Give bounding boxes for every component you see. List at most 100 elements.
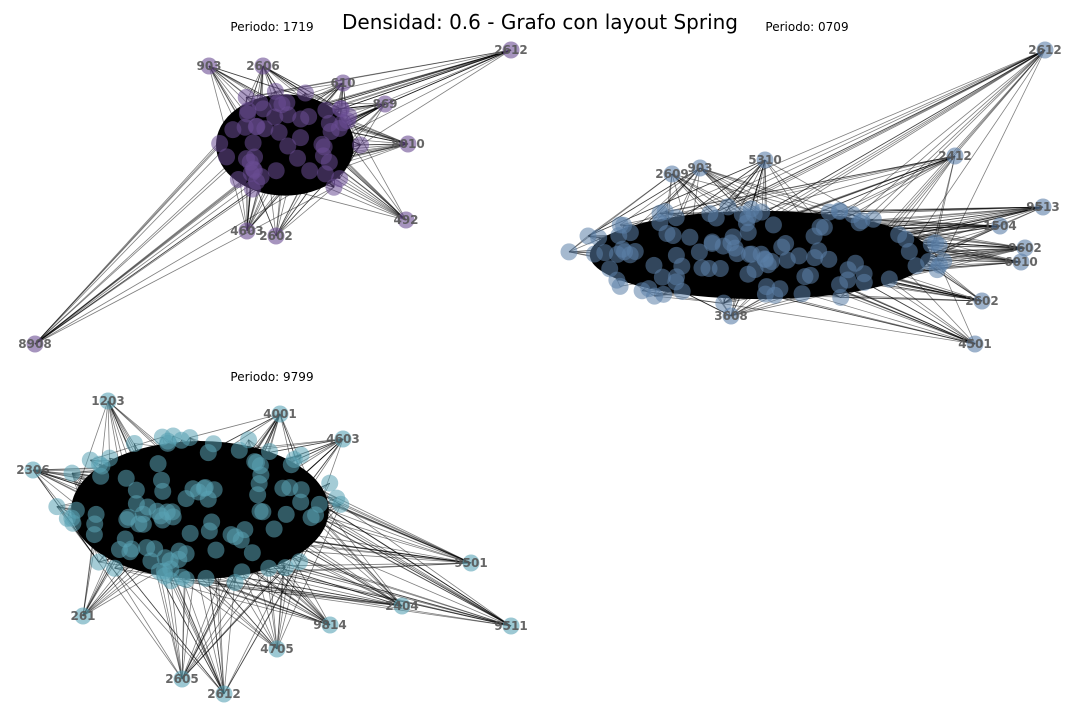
node: [399, 135, 417, 153]
node: [302, 509, 320, 527]
node: [279, 137, 297, 155]
node-label: 4603: [326, 432, 359, 446]
node: [110, 541, 128, 559]
node: [260, 559, 278, 577]
node: [927, 234, 945, 252]
node: [325, 178, 343, 196]
node: [801, 266, 819, 284]
node-label: 492: [393, 213, 418, 227]
node: [1036, 41, 1054, 59]
edge: [189, 413, 281, 438]
node: [1012, 253, 1030, 271]
edge: [82, 560, 152, 617]
edge: [161, 479, 243, 573]
panel-3: Periodo: 9799 1203 4001 4603 2306 9501 9511 47…: [16, 370, 528, 703]
node: [265, 520, 283, 538]
edge: [873, 49, 1046, 220]
node: [197, 569, 215, 587]
edge: [213, 443, 246, 530]
node: [815, 218, 833, 236]
edge: [259, 510, 403, 607]
node: [292, 129, 310, 147]
node-label: 9513: [1026, 200, 1059, 214]
edge: [34, 113, 248, 345]
node: [855, 265, 873, 283]
node: [24, 461, 42, 479]
node-label: 4501: [958, 337, 991, 351]
node: [928, 261, 946, 279]
edge: [162, 436, 512, 627]
node: [596, 244, 614, 262]
node: [26, 335, 44, 353]
node: [320, 153, 338, 171]
node: [900, 242, 918, 260]
node: [152, 471, 170, 489]
node: [334, 74, 352, 92]
edge: [189, 437, 257, 463]
edge: [839, 206, 1044, 211]
node-label: 8908: [18, 337, 51, 351]
node: [832, 288, 850, 306]
edge: [665, 155, 956, 212]
edge: [181, 439, 331, 626]
node: [853, 212, 871, 230]
node: [703, 234, 721, 252]
node: [296, 84, 314, 102]
node: [85, 526, 103, 544]
edge: [315, 514, 512, 627]
node: [267, 227, 285, 245]
node: [966, 335, 984, 353]
edge: [764, 159, 825, 228]
node: [831, 203, 849, 221]
node: [907, 257, 925, 275]
node: [397, 211, 415, 229]
edge: [181, 577, 225, 695]
node: [229, 171, 247, 189]
node: [200, 57, 218, 75]
node: [238, 105, 256, 123]
node: [173, 670, 191, 688]
node: [673, 282, 691, 300]
node-label: 2306: [16, 463, 49, 477]
node-label: 6010: [1004, 255, 1037, 269]
node: [737, 214, 755, 232]
node-label: 2612: [494, 43, 527, 57]
edge: [630, 167, 701, 233]
edge: [568, 49, 1046, 253]
edge: [618, 211, 840, 237]
node-label: 8010: [391, 137, 424, 151]
edge: [56, 506, 225, 695]
node: [238, 222, 256, 240]
node: [204, 435, 222, 453]
node: [181, 429, 199, 447]
node: [205, 481, 223, 499]
node: [502, 41, 520, 59]
node: [254, 57, 272, 75]
node: [276, 559, 294, 577]
node-label: 2602: [259, 229, 292, 243]
edge: [275, 186, 335, 237]
edge: [114, 567, 331, 626]
edge: [730, 49, 1046, 244]
edge: [98, 561, 403, 607]
node: [90, 553, 108, 571]
edge: [189, 437, 225, 695]
node: [200, 522, 218, 540]
node-labels: 1203 4001 4603 2306 9501 9511 4705 2605 2612 2404…: [16, 394, 527, 701]
figure-title: Densidad: 0.6 - Grafo con layout Spring: [342, 10, 738, 34]
node: [332, 495, 350, 513]
node-label: 261: [70, 609, 95, 623]
node: [321, 474, 339, 492]
node: [621, 246, 639, 264]
edge: [598, 237, 936, 244]
node: [726, 239, 744, 257]
node: [268, 640, 286, 658]
node-label: 2612: [207, 687, 240, 701]
node: [560, 243, 578, 261]
node: [244, 134, 262, 152]
node: [332, 100, 350, 118]
node: [285, 450, 303, 468]
edge: [158, 571, 183, 680]
node: [334, 430, 352, 448]
